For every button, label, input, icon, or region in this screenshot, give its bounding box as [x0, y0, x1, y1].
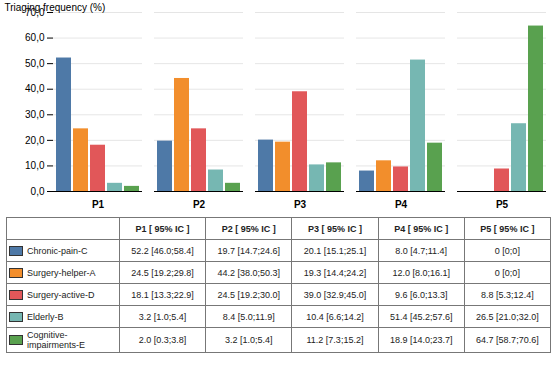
html-text:18.9 [14.0;23.7]: 18.9 [14.0;23.7]	[389, 335, 453, 345]
svg-text:30,0: 30,0	[25, 109, 45, 120]
html-text:18.1 [13.3;22.9]: 18.1 [13.3;22.9]	[131, 289, 194, 300]
html-text:3.2 [1.0;5.4]: 3.2 [1.0;5.4]	[225, 335, 273, 345]
html-text:0 [0;0]: 0 [0;0]	[494, 267, 520, 278]
html-text:Cognitive- impairments-E: Cognitive- impairments-E	[27, 330, 85, 350]
html-text:8.8 [5.3;12.4]: 8.8 [5.3;12.4]	[481, 289, 534, 300]
html-text:11.2 [7.3;15.2]: 11.2 [7.3;15.2]	[306, 335, 364, 345]
svg-text:P2: P2	[193, 199, 206, 210]
html-text:P2 [ 95% IC ]: P2 [ 95% IC ]	[221, 223, 276, 234]
svg-text:P4: P4	[395, 199, 408, 210]
html-text:P3 [ 95% IC ]: P3 [ 95% IC ]	[308, 223, 362, 234]
html-text:P5 [ 95% IC ]: P5 [ 95% IC ]	[480, 223, 535, 234]
html-text:12.0 [8.0;16.1]: 12.0 [8.0;16.1]	[392, 267, 450, 278]
html-text:Chronic-pain-C: Chronic-pain-C	[27, 245, 88, 256]
html-text:2.0 [0.3;3.8]: 2.0 [0.3;3.8]	[138, 335, 187, 345]
svg-text:P5: P5	[496, 199, 509, 210]
html-text:51.4 [45.2;57.6]: 51.4 [45.2;57.6]	[389, 311, 453, 322]
html-text:8.0 [4.7;11.4]: 8.0 [4.7;11.4]	[395, 245, 448, 256]
html-text:0 [0;0]: 0 [0;0]	[494, 245, 520, 256]
html-text:64.7 [58.7;70.6]: 64.7 [58.7;70.6]	[476, 335, 539, 345]
html-text:52.2 [46.0;58.4]: 52.2 [46.0;58.4]	[131, 245, 194, 256]
html-text:8.4 [5.0;11.9]: 8.4 [5.0;11.9]	[222, 311, 275, 322]
svg-text:Triaging frequency (%): Triaging frequency (%)	[5, 2, 106, 13]
svg-text:10,0: 10,0	[25, 160, 45, 171]
html-text:9.6 [6.0;13.3]: 9.6 [6.0;13.3]	[394, 289, 448, 300]
html-text:Surgery-helper-A: Surgery-helper-A	[27, 267, 96, 278]
html-text:44.2 [38.0;50.3]: 44.2 [38.0;50.3]	[217, 267, 281, 278]
svg-text:P1: P1	[92, 199, 105, 210]
html-text:Elderly-B: Elderly-B	[27, 311, 64, 322]
html-text:19.7 [14.7;24.6]: 19.7 [14.7;24.6]	[217, 245, 281, 256]
html-text:20.1 [15.1;25.1]: 20.1 [15.1;25.1]	[303, 245, 367, 256]
html-text:10.4 [6.6;14.2]: 10.4 [6.6;14.2]	[306, 311, 364, 322]
html-text:26.5 [21.0;32.0]: 26.5 [21.0;32.0]	[476, 311, 539, 322]
svg-text:20,0: 20,0	[25, 135, 45, 146]
html-text:P1 [ 95% IC ]: P1 [ 95% IC ]	[135, 223, 190, 234]
svg-text:0,0: 0,0	[31, 186, 45, 197]
html-text:19.3 [14.4;24.2]: 19.3 [14.4;24.2]	[303, 267, 367, 278]
svg-text:60,0: 60,0	[25, 32, 45, 43]
svg-text:40,0: 40,0	[25, 83, 45, 94]
svg-text:P3: P3	[294, 199, 307, 210]
html-text:24.5 [19.2;29.8]: 24.5 [19.2;29.8]	[131, 267, 194, 278]
html-text:Surgery-active-D: Surgery-active-D	[27, 289, 95, 300]
svg-text:50,0: 50,0	[25, 58, 45, 69]
html-text:24.5 [19.2;30.0]: 24.5 [19.2;30.0]	[217, 289, 281, 300]
html-text:39.0 [32.9;45.0]: 39.0 [32.9;45.0]	[303, 289, 367, 300]
html-text:3.2 [1.0;5.4]: 3.2 [1.0;5.4]	[138, 311, 187, 322]
html-text:P4 [ 95% IC ]: P4 [ 95% IC ]	[394, 223, 449, 234]
